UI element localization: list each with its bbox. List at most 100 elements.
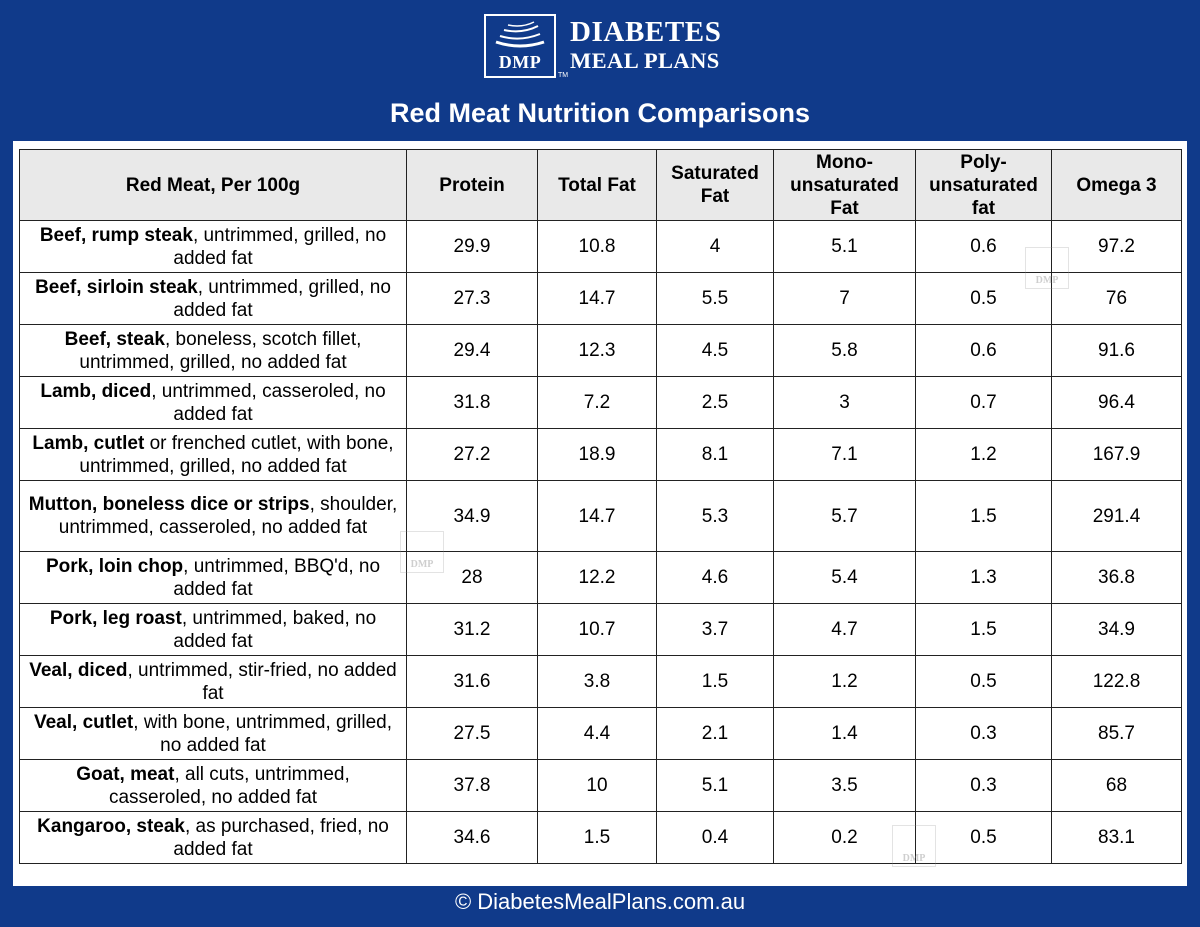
cell-food: Mutton, boneless dice or strips, shoulde… — [19, 480, 407, 552]
cell-omega3: 36.8 — [1051, 551, 1182, 604]
cell-total-fat: 14.7 — [537, 272, 657, 325]
trademark-mark: TM — [558, 72, 569, 79]
cell-mono-fat: 5.4 — [773, 551, 916, 604]
cell-protein: 29.9 — [406, 220, 538, 273]
cell-food: Kangaroo, steak, as purchased, fried, no… — [19, 811, 407, 864]
food-description: , untrimmed, stir-fried, no added fat — [127, 659, 397, 704]
watermark-text: DMP — [1035, 275, 1059, 286]
cell-food: Veal, diced, untrimmed, stir-fried, no a… — [19, 655, 407, 708]
page-title: Red Meat Nutrition Comparisons — [389, 98, 811, 128]
cell-omega3: 91.6 — [1051, 324, 1182, 377]
header-food: Red Meat, Per 100g — [19, 149, 407, 221]
cell-omega3: 167.9 — [1051, 428, 1182, 481]
cell-food: Lamb, diced, untrimmed, casseroled, no a… — [19, 376, 407, 429]
table-panel: Red Meat, Per 100g Protein Total Fat Sat… — [13, 141, 1187, 886]
food-name: Mutton, boneless dice or strips — [28, 494, 310, 515]
cell-food: Pork, leg roast, untrimmed, baked, no ad… — [19, 603, 407, 656]
watermark-logo: DMP — [892, 825, 936, 867]
food-name: Lamb, diced — [40, 380, 152, 402]
cell-omega3: 34.9 — [1051, 603, 1182, 656]
table-row: Lamb, cutlet or frenched cutlet, with bo… — [19, 428, 1182, 481]
cell-protein: 29.4 — [406, 324, 538, 377]
cell-poly-fat: 0.6 — [915, 324, 1052, 377]
cell-mono-fat: 4.7 — [773, 603, 916, 656]
header-poly-fat: Poly-unsaturated fat — [915, 149, 1052, 221]
food-description: , untrimmed, casseroled, no added fat — [151, 380, 386, 425]
food-description: , all cuts, untrimmed, casseroled, no ad… — [108, 763, 350, 808]
cell-total-fat: 10.7 — [537, 603, 657, 656]
food-name: Lamb, cutlet — [32, 432, 145, 454]
cell-saturated-fat: 3.7 — [656, 603, 774, 656]
cell-mono-fat: 1.2 — [773, 655, 916, 708]
cell-protein: 34.6 — [406, 811, 538, 864]
brand-name-line1: DIABETES — [570, 16, 722, 48]
cell-saturated-fat: 1.5 — [656, 655, 774, 708]
cell-omega3: 76 — [1051, 272, 1182, 325]
cell-mono-fat: 3.5 — [773, 759, 916, 812]
food-name: Pork, loin chop — [45, 555, 184, 577]
cell-saturated-fat: 0.4 — [656, 811, 774, 864]
cell-total-fat: 12.3 — [537, 324, 657, 377]
cell-mono-fat: 1.4 — [773, 707, 916, 760]
food-description: , with bone, untrimmed, grilled, no adde… — [133, 711, 392, 756]
cell-protein: 27.5 — [406, 707, 538, 760]
food-name: Veal, cutlet — [33, 711, 134, 733]
cell-total-fat: 10.8 — [537, 220, 657, 273]
cell-protein: 31.6 — [406, 655, 538, 708]
cell-total-fat: 12.2 — [537, 551, 657, 604]
food-name: Beef, steak — [64, 328, 165, 350]
header-protein: Protein — [406, 149, 538, 221]
cell-total-fat: 18.9 — [537, 428, 657, 481]
food-name: Goat, meat — [76, 763, 175, 785]
food-description: , untrimmed, grilled, no added fat — [173, 224, 387, 269]
cell-total-fat: 1.5 — [537, 811, 657, 864]
cell-saturated-fat: 4.5 — [656, 324, 774, 377]
cell-poly-fat: 1.5 — [915, 603, 1052, 656]
cell-mono-fat: 5.1 — [773, 220, 916, 273]
cell-omega3: 96.4 — [1051, 376, 1182, 429]
watermark-logo: DMP — [400, 531, 444, 573]
cell-omega3: 83.1 — [1051, 811, 1182, 864]
nutrition-table: Red Meat, Per 100g Protein Total Fat Sat… — [19, 149, 1182, 864]
watermark-text: DMP — [902, 853, 926, 864]
cell-mono-fat: 5.8 — [773, 324, 916, 377]
header-mono-fat: Mono-unsaturated Fat — [773, 149, 916, 221]
table-row: Veal, cutlet, with bone, untrimmed, gril… — [19, 707, 1182, 760]
cell-total-fat: 3.8 — [537, 655, 657, 708]
watermark-text: DMP — [410, 559, 434, 570]
cell-saturated-fat: 4.6 — [656, 551, 774, 604]
cell-mono-fat: 7 — [773, 272, 916, 325]
food-description: , as purchased, fried, no added fat — [173, 815, 389, 860]
cell-saturated-fat: 2.5 — [656, 376, 774, 429]
cell-protein: 37.8 — [406, 759, 538, 812]
cell-mono-fat: 5.7 — [773, 480, 916, 552]
food-description: , untrimmed, baked, no added fat — [173, 607, 377, 652]
header: DMP TM DIABETES MEAL PLANS Red Meat Nutr… — [0, 0, 1200, 140]
food-name: Veal, diced — [29, 659, 128, 681]
table-row: Mutton, boneless dice or strips, shoulde… — [19, 480, 1182, 552]
header-saturated-fat: Saturated Fat — [656, 149, 774, 221]
cell-saturated-fat: 4 — [656, 220, 774, 273]
table-row: Beef, sirloin steak, untrimmed, grilled,… — [19, 272, 1182, 325]
watermark-logo: DMP — [1025, 247, 1069, 289]
cell-omega3: 68 — [1051, 759, 1182, 812]
cell-poly-fat: 0.5 — [915, 655, 1052, 708]
cell-protein: 27.3 — [406, 272, 538, 325]
food-name: Beef, rump steak — [39, 224, 193, 246]
cell-omega3: 97.2 — [1051, 220, 1182, 273]
cell-saturated-fat: 8.1 — [656, 428, 774, 481]
plate-icon — [495, 21, 545, 48]
cell-saturated-fat: 2.1 — [656, 707, 774, 760]
table-row: Veal, diced, untrimmed, stir-fried, no a… — [19, 655, 1182, 708]
cell-poly-fat: 1.2 — [915, 428, 1052, 481]
food-description: , shoulder, untrimmed, casseroled, no ad… — [58, 494, 398, 538]
cell-total-fat: 4.4 — [537, 707, 657, 760]
cell-poly-fat: 0.3 — [915, 759, 1052, 812]
cell-saturated-fat: 5.5 — [656, 272, 774, 325]
cell-poly-fat: 0.5 — [915, 272, 1052, 325]
cell-protein: 31.8 — [406, 376, 538, 429]
food-name: Beef, sirloin steak — [35, 276, 198, 298]
cell-total-fat: 10 — [537, 759, 657, 812]
cell-protein: 31.2 — [406, 603, 538, 656]
cell-omega3: 85.7 — [1051, 707, 1182, 760]
